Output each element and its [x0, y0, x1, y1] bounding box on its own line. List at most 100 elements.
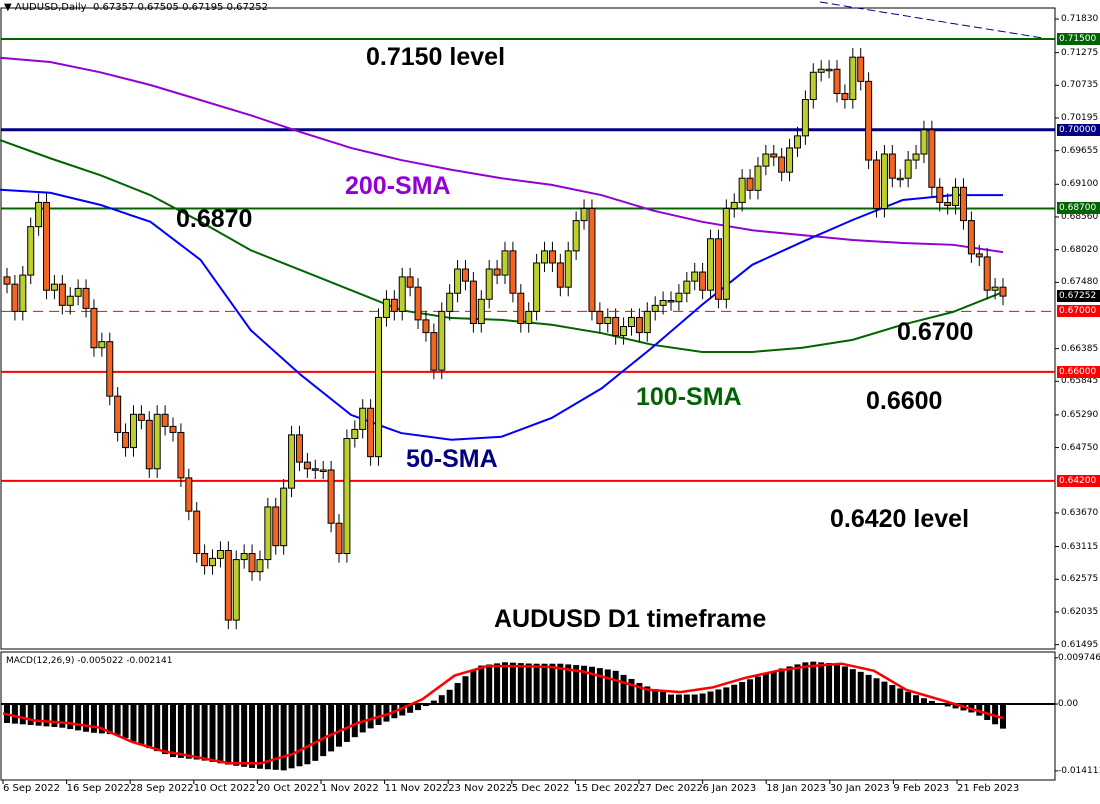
- candle: [778, 147, 786, 182]
- macd-histogram-bar: [612, 670, 619, 704]
- macd-histogram-bar: [699, 693, 706, 704]
- candle-body: [461, 268, 469, 282]
- candle-body: [398, 276, 406, 312]
- macd-histogram-bar: [446, 689, 453, 704]
- candle: [707, 229, 715, 300]
- candle: [627, 308, 635, 336]
- candle-body: [493, 268, 501, 276]
- macd-histogram-bar: [233, 704, 240, 766]
- candle-body: [967, 220, 975, 255]
- level-badge-0.71500: 0.71500: [1057, 33, 1100, 45]
- candle-body: [533, 262, 541, 312]
- macd-histogram-bar: [668, 694, 674, 704]
- macd-histogram-bar: [786, 666, 793, 704]
- macd-histogram-bar: [834, 663, 840, 704]
- candle: [525, 302, 533, 333]
- candle: [477, 290, 485, 333]
- candle: [288, 425, 296, 498]
- current-price-badge: 0.67252: [1057, 290, 1100, 303]
- macd-histogram-bar: [952, 704, 959, 709]
- macd-histogram-bar: [754, 676, 761, 704]
- candle: [185, 468, 193, 521]
- date-tick-label: 23 Nov 2022: [448, 783, 513, 794]
- candle-body: [580, 207, 588, 222]
- candle: [137, 405, 145, 430]
- annotation-0-6600: 0.6600: [866, 387, 943, 415]
- candle: [406, 267, 414, 297]
- candle-body: [888, 153, 896, 179]
- date-tick-label: 30 Jan 2023: [829, 783, 890, 794]
- macd-histogram-bar: [399, 704, 406, 716]
- candle-body: [98, 341, 106, 349]
- macd-histogram-bar: [747, 679, 754, 704]
- level-badge-0.68700: 0.68700: [1057, 202, 1100, 215]
- candle-body: [833, 68, 841, 94]
- level-badge-0.67000: 0.67000: [1057, 305, 1100, 318]
- macd-histogram-bar: [312, 704, 319, 761]
- candle: [327, 460, 335, 533]
- macd-histogram-bar: [67, 704, 74, 730]
- candle: [683, 272, 691, 303]
- macd-histogram-bar: [359, 704, 366, 733]
- macd-histogram-bar: [494, 663, 501, 704]
- candle-body: [825, 68, 833, 72]
- date-tick-label: 15 Dec 2022: [575, 783, 640, 794]
- candle-body: [351, 428, 359, 440]
- candle-body: [778, 156, 786, 173]
- candle-body: [216, 550, 224, 559]
- price-tick-label: 0.70195: [1061, 112, 1099, 123]
- candle-body: [193, 510, 201, 555]
- annotation-0-7150-level: 0.7150 level: [366, 43, 506, 71]
- date-tick-label: 5 Dec 2022: [511, 783, 570, 794]
- ohlc-low: 0.67195: [182, 2, 224, 13]
- candle: [944, 193, 952, 215]
- dropdown-triangle-icon[interactable]: ▼: [4, 2, 12, 13]
- candle: [967, 211, 975, 263]
- level-badge-0.66000: 0.66000: [1057, 365, 1100, 378]
- candle-body: [232, 559, 240, 621]
- price-tick-label: 0.65290: [1061, 409, 1099, 420]
- candle: [74, 279, 82, 306]
- candle: [991, 278, 999, 300]
- candle: [82, 279, 90, 318]
- candle: [303, 453, 311, 478]
- candle: [280, 479, 288, 555]
- candle: [446, 284, 454, 321]
- candle-body: [382, 298, 390, 318]
- candle: [833, 60, 841, 103]
- candle: [667, 291, 675, 311]
- macd-histogram-bar: [470, 669, 477, 704]
- candle-body: [944, 201, 952, 206]
- candle-body: [129, 413, 137, 449]
- candle: [367, 399, 375, 466]
- candle: [193, 502, 201, 563]
- candle-body: [177, 431, 185, 479]
- candle: [786, 138, 794, 182]
- candle: [952, 178, 960, 215]
- candle: [272, 497, 280, 555]
- macd-histogram-bar: [565, 664, 572, 704]
- macd-histogram-bar: [944, 704, 951, 707]
- date-tick-label: 21 Feb 2023: [957, 783, 1020, 794]
- annotation-50-sma: 50-SMA: [406, 445, 498, 473]
- macd-histogram-bar: [502, 662, 508, 704]
- annotation-0-6870: 0.6870: [176, 205, 253, 233]
- price-tick-label: 0.62575: [1061, 574, 1099, 585]
- macd-histogram-bar: [43, 704, 50, 727]
- candle-body: [446, 292, 454, 312]
- ohlc-close: 0.67252: [226, 2, 268, 13]
- candle: [659, 291, 667, 315]
- candle: [454, 259, 462, 303]
- candle-body: [936, 186, 944, 203]
- candle: [153, 405, 161, 478]
- macd-histogram-bar: [517, 663, 524, 704]
- macd-histogram-bar: [383, 704, 390, 722]
- macd-histogram-bar: [430, 700, 437, 704]
- candle: [106, 332, 114, 406]
- candle-body: [27, 226, 35, 276]
- candle: [122, 423, 130, 457]
- macd-histogram-bar: [407, 704, 414, 713]
- candle: [469, 272, 477, 333]
- candle-body: [74, 287, 82, 297]
